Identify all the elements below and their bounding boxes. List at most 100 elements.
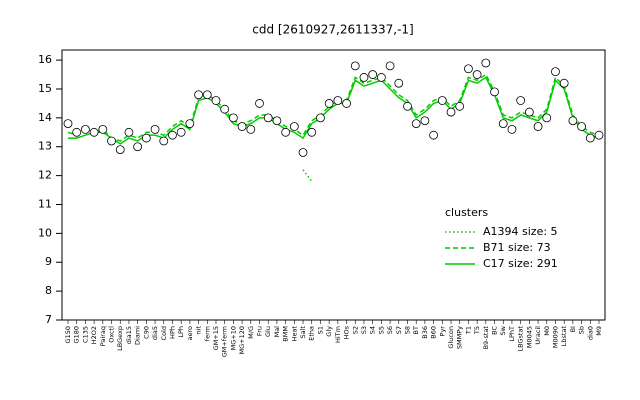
x-tick-label: B60 xyxy=(430,326,438,339)
series-line xyxy=(67,73,600,142)
data-point xyxy=(385,61,395,71)
x-tick-label: HPh xyxy=(168,326,176,339)
x-tick-label: dia5 xyxy=(151,326,159,340)
data-point xyxy=(194,90,203,100)
data-point xyxy=(350,61,360,71)
x-tick-label: S4 xyxy=(369,326,377,334)
data-point xyxy=(446,107,456,117)
data-point xyxy=(237,122,247,131)
legend-label: B71 size: 73 xyxy=(483,241,551,254)
x-tick-label: T1 xyxy=(464,326,472,335)
x-tick-label: GM+15 xyxy=(212,326,220,350)
y-tick-label: 14 xyxy=(38,111,52,124)
x-tick-label: SMMPy xyxy=(456,326,464,349)
x-tick-label: Sb xyxy=(578,326,586,334)
x-tick-label: LPhT xyxy=(508,326,516,342)
x-tick-label: GM+ferm xyxy=(221,326,229,357)
data-point xyxy=(516,96,526,105)
data-point xyxy=(107,136,116,146)
data-point xyxy=(333,96,343,105)
y-tick-label: 16 xyxy=(38,53,52,66)
y-tick-label: 11 xyxy=(38,197,52,210)
y-tick-label: 13 xyxy=(38,140,52,153)
x-tick-label: Etha xyxy=(308,326,316,341)
data-point xyxy=(316,113,325,123)
x-tick-label: Diami xyxy=(134,326,142,345)
x-tick-label: M9 xyxy=(595,326,603,336)
x-tick-label: HOs xyxy=(343,325,351,339)
data-point xyxy=(481,58,491,68)
data-point xyxy=(376,73,386,82)
data-point xyxy=(568,116,578,126)
plot-frame xyxy=(61,49,606,321)
data-point xyxy=(211,96,221,105)
x-tick-label: LBGexp xyxy=(116,326,124,351)
x-tick-label: Oxctl xyxy=(108,326,116,343)
x-tick-label: S3 xyxy=(360,326,368,334)
data-point xyxy=(185,119,195,129)
data-point xyxy=(498,119,508,129)
x-tick-label: T5 xyxy=(473,326,481,335)
data-point xyxy=(524,107,534,117)
data-point xyxy=(298,148,308,157)
data-point xyxy=(594,130,604,140)
data-point xyxy=(472,70,482,79)
chart-title: cdd [2610927,2611337,-1] xyxy=(252,23,414,37)
data-point xyxy=(394,78,404,88)
data-point xyxy=(272,116,282,126)
data-point xyxy=(307,127,317,137)
x-tick-label: BMM xyxy=(282,326,290,342)
x-tick-label: Sw xyxy=(499,325,507,335)
y-tick-label: 15 xyxy=(38,82,52,95)
data-point xyxy=(255,99,264,108)
data-point xyxy=(420,116,430,126)
data-point xyxy=(72,127,82,137)
x-tick-label: S8 xyxy=(403,326,411,334)
x-tick-label: C135 xyxy=(81,326,89,343)
x-tick-label: Cold xyxy=(160,326,168,340)
data-point xyxy=(429,130,439,140)
data-point xyxy=(89,127,99,137)
x-tick-label: G150 xyxy=(64,326,72,343)
x-tick-label: M/G xyxy=(247,326,255,339)
x-tick-label: Heat xyxy=(290,326,298,342)
x-tick-label: S2 xyxy=(351,326,359,334)
data-point xyxy=(150,125,160,134)
y-tick-label: 9 xyxy=(45,255,52,268)
data-point xyxy=(246,125,256,134)
x-tick-label: dia0 xyxy=(586,326,594,340)
data-point xyxy=(124,127,134,137)
y-tick-label: 10 xyxy=(38,226,52,239)
data-point xyxy=(577,122,586,131)
x-tick-label: Fru xyxy=(256,326,264,336)
x-tick-label: Glu xyxy=(264,326,272,337)
data-point xyxy=(455,101,465,111)
x-tick-label: Mal xyxy=(273,326,281,338)
data-point xyxy=(176,127,186,137)
data-point xyxy=(490,87,499,97)
x-tick-label: B9-stat xyxy=(482,326,490,350)
x-tick-label: Salt xyxy=(299,326,307,339)
data-point xyxy=(289,122,299,131)
x-tick-label: MG+10 xyxy=(229,326,237,350)
data-point xyxy=(81,125,90,134)
x-tick-label: Pairaq xyxy=(99,326,107,346)
x-tick-label: BC xyxy=(491,326,499,335)
x-tick-label: MG+120 xyxy=(238,326,246,355)
data-point xyxy=(585,133,595,143)
data-point xyxy=(342,99,351,108)
data-point xyxy=(141,133,151,143)
data-point xyxy=(403,101,412,111)
data-point xyxy=(507,125,517,134)
x-tick-label: Pyr xyxy=(438,326,446,337)
x-tick-label: dia15 xyxy=(125,326,133,344)
data-point xyxy=(533,122,543,131)
x-tick-label: Gly xyxy=(325,326,333,337)
data-point xyxy=(63,119,73,129)
data-point xyxy=(464,64,473,74)
y-tick-label: 12 xyxy=(38,169,52,182)
x-tick-label: C90 xyxy=(142,326,150,339)
legend-label: A1394 size: 5 xyxy=(483,225,558,238)
